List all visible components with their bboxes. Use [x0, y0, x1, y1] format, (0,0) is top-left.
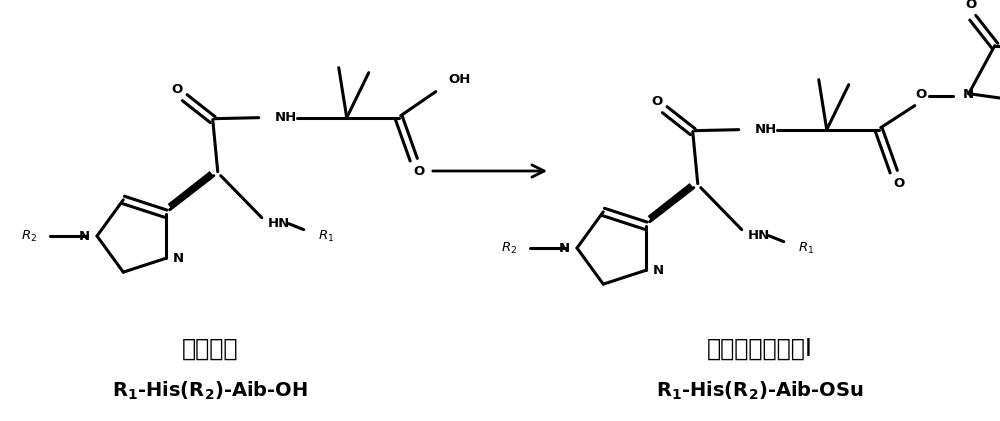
- Text: 二肽片段: 二肽片段: [182, 337, 238, 361]
- Text: N: N: [173, 252, 184, 265]
- Text: O: O: [413, 165, 424, 178]
- Text: O: O: [965, 0, 976, 11]
- Text: $R_1$: $R_1$: [798, 241, 814, 256]
- Text: $R_1$: $R_1$: [318, 229, 334, 244]
- Text: N: N: [653, 264, 664, 277]
- Text: O: O: [171, 83, 182, 96]
- Text: OH: OH: [449, 73, 471, 86]
- Text: N: N: [963, 88, 974, 101]
- Text: N: N: [78, 229, 90, 242]
- Text: O: O: [915, 88, 926, 101]
- Text: $\mathbf{R_1}$-His($\mathbf{R_2}$)-Aib-OSu: $\mathbf{R_1}$-His($\mathbf{R_2}$)-Aib-O…: [656, 380, 864, 402]
- Text: NH: NH: [755, 123, 777, 136]
- Text: $\mathbf{R_1}$-His($\mathbf{R_2}$)-Aib-OH: $\mathbf{R_1}$-His($\mathbf{R_2}$)-Aib-O…: [112, 380, 308, 402]
- Text: HN: HN: [748, 229, 770, 242]
- Text: N: N: [558, 242, 570, 255]
- Text: O: O: [893, 177, 904, 190]
- Text: $R_2$: $R_2$: [21, 229, 37, 244]
- Text: $R_2$: $R_2$: [501, 240, 517, 256]
- Text: O: O: [651, 95, 662, 108]
- Text: HN: HN: [268, 217, 290, 230]
- Text: NH: NH: [275, 111, 297, 124]
- Text: 二肽片段衍生物I: 二肽片段衍生物I: [707, 337, 813, 361]
